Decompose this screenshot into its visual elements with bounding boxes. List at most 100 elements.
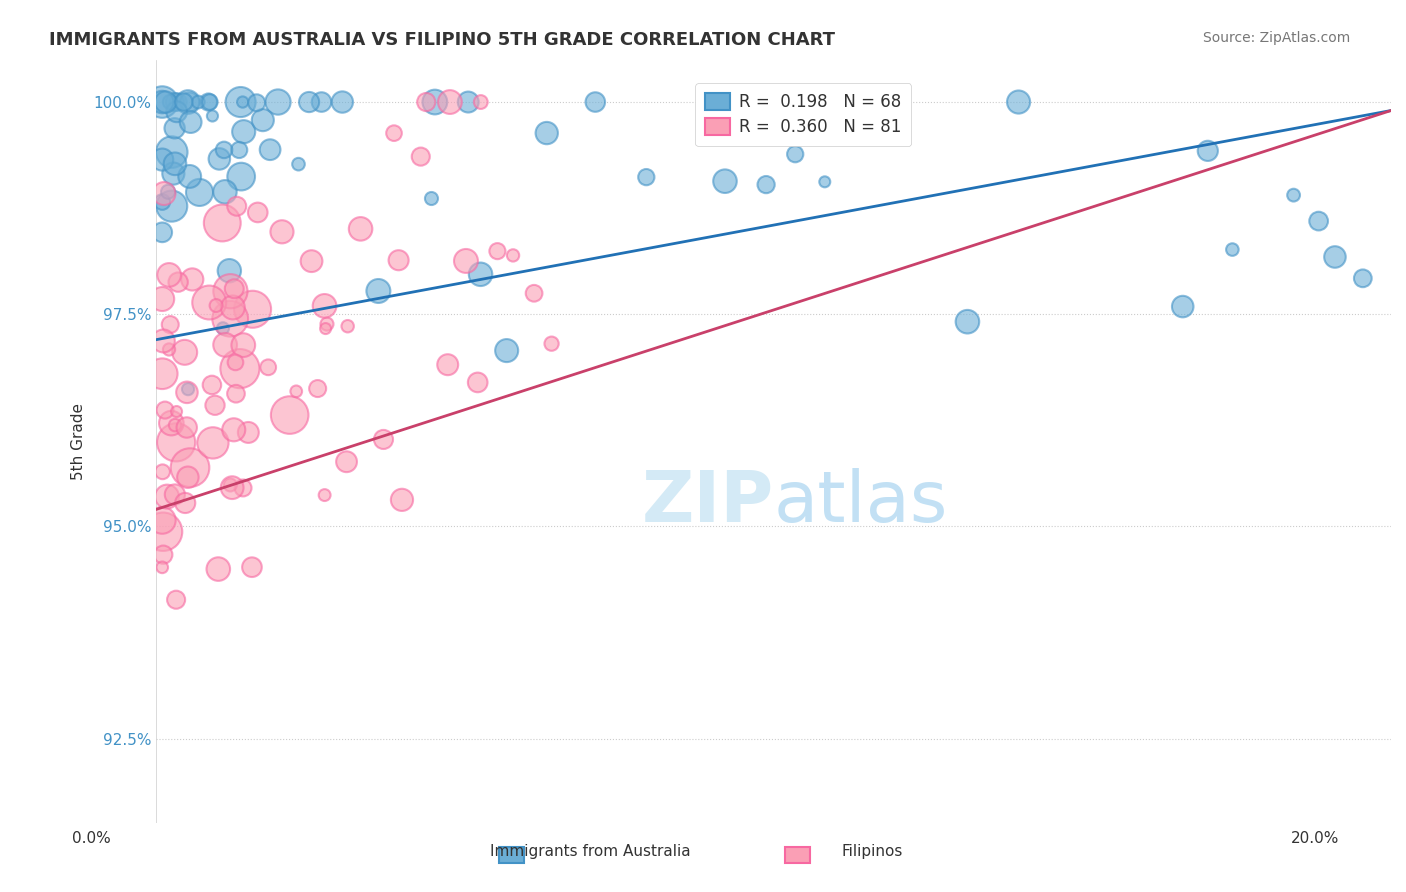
Point bbox=[150, 367, 173, 381]
Point bbox=[330, 95, 353, 109]
Point bbox=[150, 153, 173, 167]
Text: 20.0%: 20.0% bbox=[1291, 831, 1339, 846]
Point bbox=[382, 126, 405, 140]
Point bbox=[336, 319, 359, 334]
Point bbox=[219, 284, 242, 298]
Point bbox=[636, 170, 658, 185]
Point bbox=[1222, 243, 1244, 257]
Point bbox=[495, 343, 517, 358]
Point bbox=[159, 318, 181, 332]
Point bbox=[1197, 144, 1219, 158]
Point bbox=[785, 147, 807, 161]
Point bbox=[160, 199, 183, 213]
Point bbox=[167, 275, 190, 289]
Point bbox=[1351, 271, 1374, 285]
Point bbox=[219, 311, 242, 326]
Point bbox=[150, 225, 173, 239]
Y-axis label: 5th Grade: 5th Grade bbox=[72, 403, 86, 480]
Point bbox=[150, 292, 173, 306]
Point bbox=[367, 284, 389, 298]
Point bbox=[179, 460, 201, 475]
Point bbox=[177, 382, 200, 396]
Point bbox=[222, 301, 245, 315]
Point bbox=[814, 175, 837, 189]
Point bbox=[415, 95, 437, 109]
Text: 0.0%: 0.0% bbox=[72, 831, 111, 846]
Point bbox=[163, 157, 186, 171]
Text: Source: ZipAtlas.com: Source: ZipAtlas.com bbox=[1202, 31, 1350, 45]
Point bbox=[228, 143, 250, 157]
Point bbox=[218, 264, 240, 278]
Point bbox=[285, 384, 308, 399]
Point bbox=[150, 194, 173, 209]
Point bbox=[179, 95, 201, 109]
Point bbox=[152, 334, 174, 348]
Point bbox=[157, 185, 180, 199]
Point bbox=[181, 272, 204, 286]
Point bbox=[536, 126, 558, 140]
Point bbox=[229, 361, 252, 376]
Point bbox=[225, 199, 247, 213]
Point bbox=[502, 248, 524, 262]
Point bbox=[214, 338, 236, 352]
Point bbox=[523, 286, 546, 301]
Point bbox=[439, 95, 461, 109]
Point bbox=[271, 225, 294, 239]
Point bbox=[201, 109, 224, 123]
Point bbox=[257, 360, 280, 375]
Point bbox=[267, 95, 290, 109]
Point bbox=[714, 174, 737, 188]
Point bbox=[388, 253, 411, 268]
Point bbox=[316, 317, 339, 331]
Point bbox=[224, 282, 246, 296]
Point bbox=[583, 95, 606, 109]
Point bbox=[470, 95, 492, 109]
Point bbox=[287, 157, 309, 171]
Point bbox=[152, 548, 174, 562]
Text: atlas: atlas bbox=[773, 468, 948, 537]
Point bbox=[420, 192, 443, 206]
Point bbox=[157, 268, 180, 282]
Text: Filipinos: Filipinos bbox=[841, 845, 903, 859]
Point bbox=[150, 95, 173, 109]
Point bbox=[232, 338, 254, 352]
Point bbox=[212, 143, 235, 157]
Point bbox=[246, 205, 269, 219]
Point bbox=[252, 113, 274, 128]
Point bbox=[177, 95, 200, 109]
Point bbox=[1171, 300, 1194, 314]
Point bbox=[150, 95, 173, 109]
Point bbox=[704, 95, 727, 109]
Point bbox=[163, 487, 186, 501]
Point bbox=[314, 299, 336, 313]
Point bbox=[159, 95, 181, 109]
Point bbox=[755, 178, 778, 192]
Point bbox=[221, 481, 243, 495]
Point bbox=[486, 244, 509, 259]
Point bbox=[467, 376, 489, 390]
Point bbox=[224, 355, 246, 369]
Point bbox=[956, 315, 979, 329]
Text: IMMIGRANTS FROM AUSTRALIA VS FILIPINO 5TH GRADE CORRELATION CHART: IMMIGRANTS FROM AUSTRALIA VS FILIPINO 5T… bbox=[49, 31, 835, 49]
Point bbox=[540, 336, 562, 351]
Point bbox=[176, 420, 198, 434]
Point bbox=[165, 418, 187, 433]
Point bbox=[179, 169, 201, 184]
Point bbox=[152, 524, 174, 539]
Point bbox=[156, 490, 179, 504]
Point bbox=[153, 186, 176, 201]
Point bbox=[188, 186, 211, 200]
Point bbox=[208, 152, 231, 166]
Point bbox=[197, 95, 219, 109]
Point bbox=[152, 465, 174, 479]
Point bbox=[219, 478, 242, 492]
Point bbox=[167, 95, 190, 109]
Point bbox=[153, 403, 176, 417]
Point bbox=[457, 95, 479, 109]
Point bbox=[1323, 250, 1346, 264]
Point bbox=[207, 562, 229, 576]
Point bbox=[307, 382, 329, 396]
Text: ZIP: ZIP bbox=[641, 468, 773, 537]
Point bbox=[211, 216, 233, 230]
Point bbox=[229, 95, 252, 109]
